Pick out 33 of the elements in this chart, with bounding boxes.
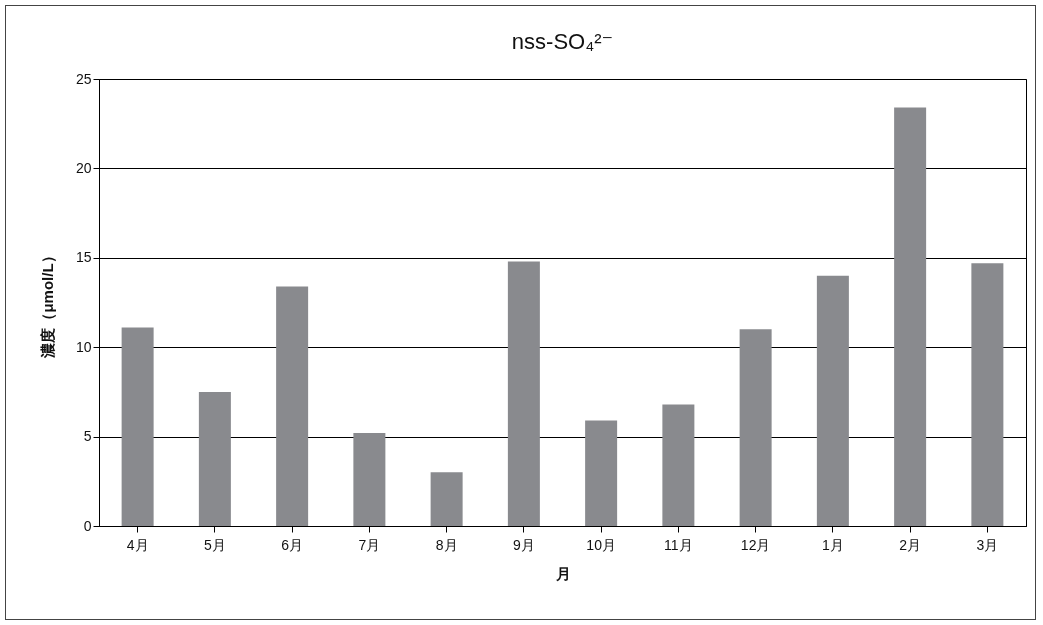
y-axis-title: 濃度（μmol/L）: [38, 248, 56, 359]
x-tick-label: 8月: [435, 536, 458, 553]
x-tick-label: 3月: [976, 536, 999, 553]
bar: [121, 327, 154, 526]
bar: [739, 329, 772, 526]
x-tick-label: 10月: [586, 536, 616, 553]
bar: [662, 404, 695, 526]
bar: [816, 275, 849, 526]
bar: [353, 433, 386, 526]
x-tick-label: 6月: [281, 536, 304, 553]
x-tick-label: 1月: [821, 536, 844, 553]
bar: [198, 391, 231, 526]
x-tick-label: 2月: [899, 536, 922, 553]
y-tick-label: 10: [75, 338, 92, 355]
y-tick-label: 25: [75, 70, 92, 87]
x-tick-label: 11月: [664, 536, 693, 553]
bar: [430, 472, 463, 526]
x-tick-label: 9月: [512, 536, 535, 553]
y-tick-label: 5: [83, 428, 92, 445]
x-tick-label: 5月: [203, 536, 226, 553]
bar: [971, 263, 1004, 526]
x-tick-label: 7月: [358, 536, 381, 553]
x-axis-title: 月: [554, 564, 571, 582]
y-tick-label: 0: [83, 517, 92, 534]
x-tick-label: 4月: [126, 536, 149, 553]
bar: [894, 107, 927, 526]
bar: [507, 261, 540, 526]
x-tick-label: 12月: [740, 536, 771, 553]
y-tick-label: 20: [75, 159, 92, 176]
chart-title: nss-SO₄²⁻: [511, 29, 614, 54]
y-tick-label: 15: [75, 249, 92, 266]
bar: [276, 286, 309, 526]
bar: [585, 420, 618, 526]
